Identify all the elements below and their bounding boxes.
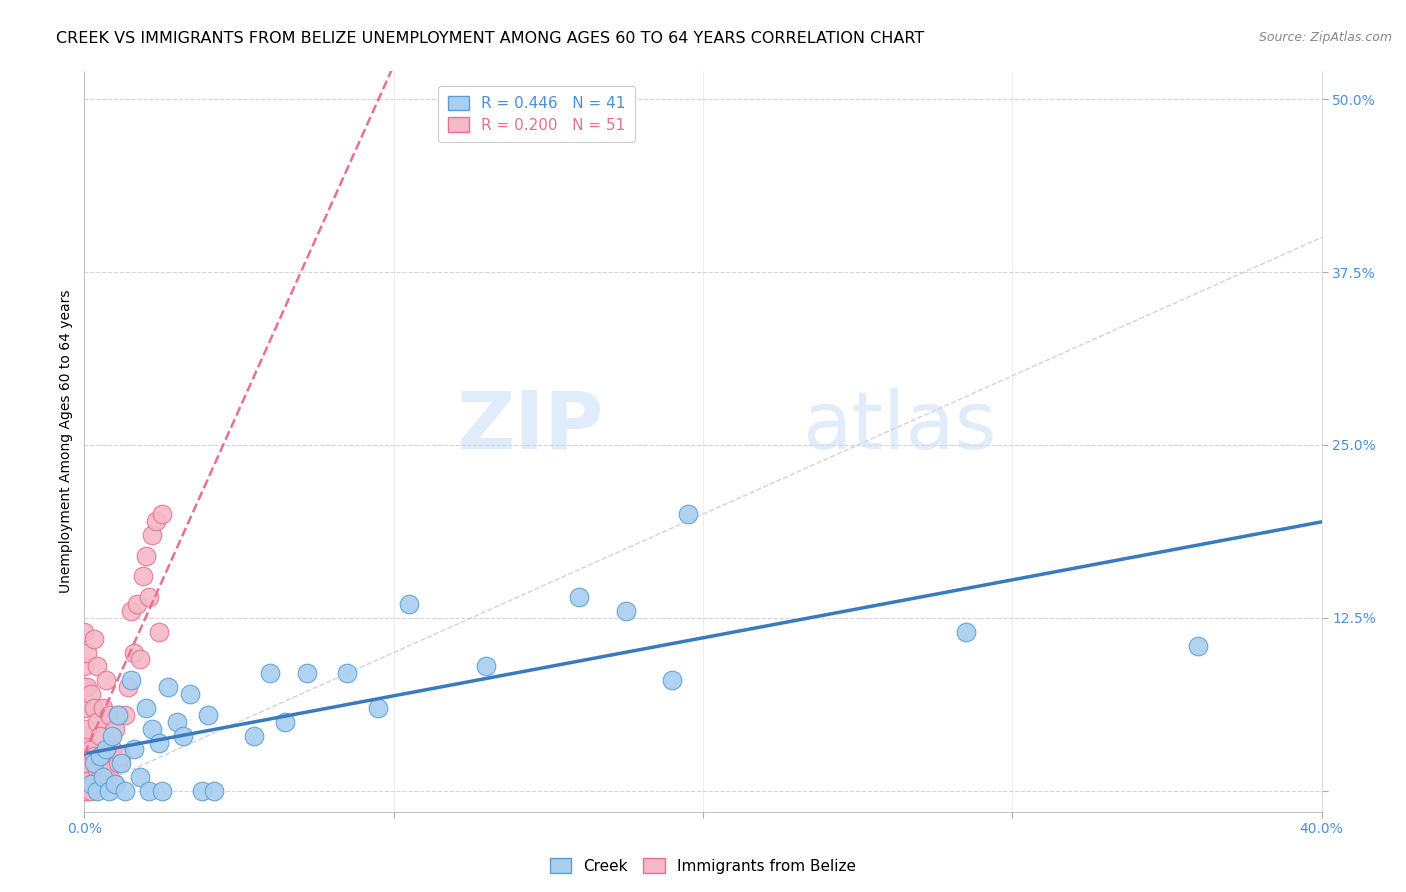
Point (101, 729, 124, 743)
Point (73, 756, 96, 771)
Point (166, 714, 188, 729)
Point (141, 528, 163, 542)
Point (73, 777, 96, 791)
Point (259, 666, 281, 681)
Point (73, 701, 96, 715)
Point (73, 659, 96, 673)
Point (79, 784, 101, 798)
Point (141, 722, 163, 736)
Point (148, 735, 170, 749)
Point (661, 673, 683, 688)
Point (129, 652, 152, 666)
Point (129, 770, 152, 784)
Point (101, 742, 124, 756)
Point (107, 707, 129, 722)
Point (89, 770, 111, 784)
Point (76, 722, 98, 736)
Point (614, 604, 637, 618)
Point (120, 604, 142, 618)
Point (110, 749, 132, 764)
Point (367, 701, 389, 715)
Point (1187, 639, 1209, 653)
Point (94, 763, 117, 777)
Point (83, 777, 105, 791)
Point (76, 784, 98, 798)
Point (117, 680, 139, 694)
Point (91, 701, 114, 715)
Point (73, 763, 96, 777)
Point (79, 742, 101, 756)
Point (107, 756, 129, 771)
Point (104, 722, 127, 736)
Point (114, 707, 136, 722)
Point (955, 624, 977, 639)
Point (676, 507, 699, 521)
Point (83, 756, 105, 771)
Legend: Creek, Immigrants from Belize: Creek, Immigrants from Belize (544, 852, 862, 880)
Y-axis label: Unemployment Among Ages 60 to 64 years: Unemployment Among Ages 60 to 64 years (59, 290, 73, 593)
Point (91, 770, 114, 784)
Text: Source: ZipAtlas.com: Source: ZipAtlas.com (1258, 31, 1392, 45)
Text: atlas: atlas (801, 388, 997, 466)
Point (94, 742, 117, 756)
Point (98, 763, 121, 777)
Point (274, 714, 297, 729)
Point (76, 646, 98, 660)
Point (135, 701, 157, 715)
Point (398, 597, 420, 611)
Point (135, 549, 157, 563)
Point (76, 756, 98, 771)
Point (122, 646, 145, 660)
Point (125, 597, 148, 611)
Point (107, 707, 129, 722)
Text: CREEK VS IMMIGRANTS FROM BELIZE UNEMPLOYMENT AMONG AGES 60 TO 64 YEARS CORRELATI: CREEK VS IMMIGRANTS FROM BELIZE UNEMPLOY… (56, 31, 925, 46)
Text: ZIP: ZIP (457, 388, 605, 466)
Point (89, 729, 111, 743)
Point (86, 714, 108, 729)
Point (73, 680, 96, 694)
Point (110, 756, 132, 771)
Point (179, 687, 201, 701)
Point (83, 749, 105, 764)
Point (94, 673, 117, 688)
Point (98, 707, 121, 722)
Point (73, 784, 96, 798)
Point (295, 666, 318, 681)
Point (114, 784, 136, 798)
Point (83, 632, 105, 646)
Point (148, 624, 170, 639)
Point (122, 742, 145, 756)
Point (104, 777, 127, 791)
Point (86, 659, 108, 673)
Point (98, 784, 121, 798)
Point (79, 687, 101, 701)
Point (172, 729, 194, 743)
Point (83, 701, 105, 715)
Point (91, 756, 114, 771)
Point (475, 659, 498, 673)
Point (145, 514, 167, 528)
Point (138, 591, 160, 605)
Point (73, 729, 96, 743)
Point (89, 749, 111, 764)
Point (568, 591, 591, 605)
Point (243, 729, 266, 743)
Point (73, 624, 96, 639)
Point (138, 784, 160, 798)
Point (120, 673, 142, 688)
Point (132, 569, 155, 583)
Point (202, 784, 225, 798)
Point (156, 680, 179, 694)
Legend: R = 0.446   N = 41, R = 0.200   N = 51: R = 0.446 N = 41, R = 0.200 N = 51 (439, 87, 634, 142)
Point (336, 666, 359, 681)
Point (104, 777, 127, 791)
Point (197, 707, 219, 722)
Point (150, 507, 173, 521)
Point (86, 784, 108, 798)
Point (150, 784, 173, 798)
Point (86, 763, 108, 777)
Point (76, 680, 98, 694)
Point (79, 777, 101, 791)
Point (191, 784, 214, 798)
